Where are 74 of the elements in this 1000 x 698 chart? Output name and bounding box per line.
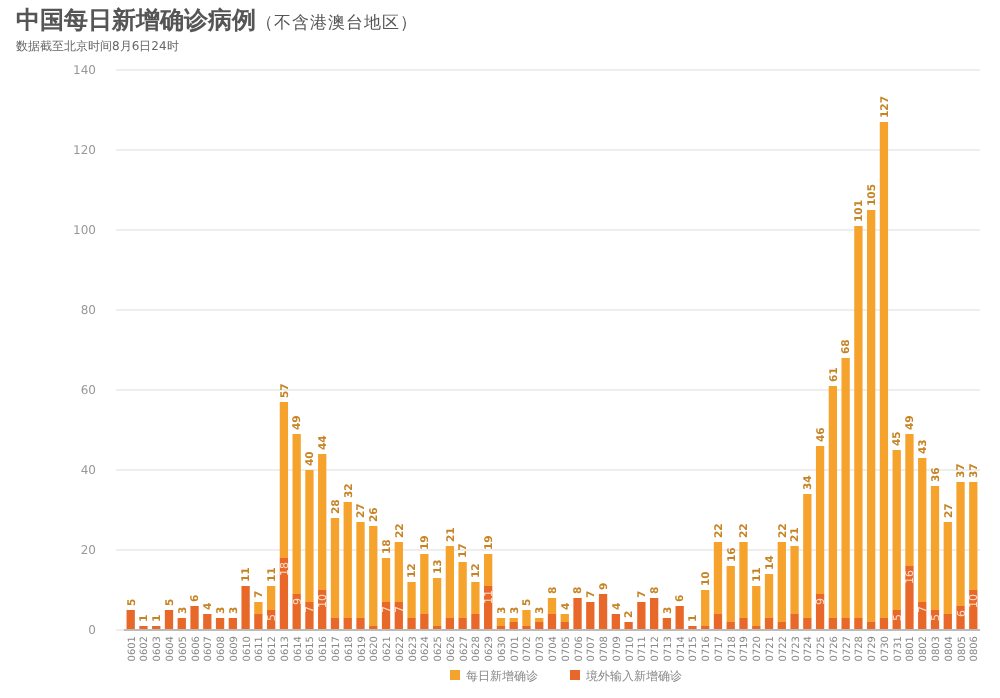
bar <box>560 614 569 622</box>
bar <box>343 502 352 618</box>
chart-subtitle: （不含港澳台地区） <box>256 12 418 34</box>
bar <box>586 602 595 630</box>
bar <box>279 402 289 558</box>
bar <box>254 602 263 614</box>
bar <box>930 486 940 610</box>
bar <box>369 526 378 626</box>
bar <box>547 614 557 630</box>
bar <box>790 614 799 630</box>
bar <box>407 618 416 630</box>
bar <box>739 542 748 618</box>
bar <box>713 542 723 614</box>
bar <box>458 618 467 630</box>
bar <box>432 578 442 626</box>
bar <box>790 546 799 614</box>
bar <box>305 470 314 602</box>
bar <box>624 622 633 630</box>
bar <box>841 618 850 630</box>
bar <box>407 582 416 618</box>
bar <box>445 546 455 618</box>
bar <box>330 518 340 618</box>
bar <box>458 562 467 618</box>
bar <box>943 614 952 630</box>
bar <box>420 614 429 630</box>
bar <box>892 450 901 610</box>
bar <box>649 598 659 630</box>
bar <box>841 358 850 618</box>
bar <box>752 586 761 626</box>
bar <box>266 586 276 610</box>
bar <box>471 614 480 630</box>
bar <box>637 602 646 630</box>
bar <box>675 606 684 630</box>
bar <box>356 522 365 618</box>
bar <box>573 598 582 630</box>
bar <box>381 558 391 602</box>
bar <box>854 226 863 618</box>
bar <box>305 602 314 630</box>
bar <box>164 610 174 630</box>
bar <box>713 614 723 630</box>
bar <box>918 458 927 602</box>
bar <box>420 554 429 614</box>
bar <box>356 618 365 630</box>
bar <box>318 454 327 590</box>
bar <box>292 434 301 594</box>
bar <box>254 614 263 630</box>
bar <box>496 618 506 626</box>
bar <box>764 574 774 618</box>
bar <box>726 566 735 622</box>
bar <box>471 582 480 614</box>
bar <box>394 542 403 602</box>
bar <box>241 586 250 630</box>
bar <box>905 566 914 630</box>
bar <box>867 210 876 622</box>
bar <box>203 614 212 630</box>
bar <box>522 610 531 626</box>
bar <box>190 606 199 630</box>
bar <box>828 386 838 618</box>
bar <box>611 614 620 630</box>
bar <box>854 618 863 630</box>
bar <box>777 542 786 622</box>
bar <box>815 446 825 594</box>
bar <box>739 618 748 630</box>
bar <box>701 590 710 626</box>
bar <box>943 522 952 614</box>
bar <box>126 610 135 630</box>
bar <box>547 598 557 614</box>
bar <box>484 554 493 586</box>
bar <box>969 482 978 590</box>
bar <box>598 594 608 630</box>
bar <box>879 122 889 618</box>
bar <box>956 482 965 606</box>
bar <box>803 494 812 618</box>
bar <box>905 434 914 566</box>
